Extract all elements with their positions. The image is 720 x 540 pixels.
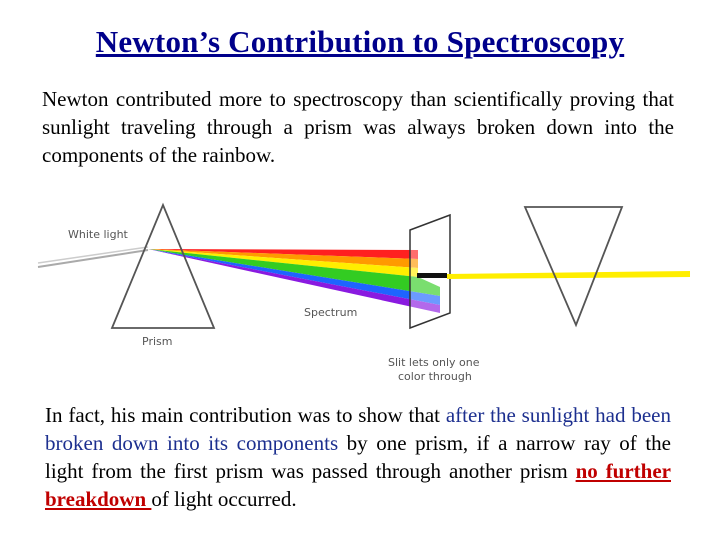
spectrum-fan — [148, 249, 440, 313]
yellow-beam — [447, 271, 690, 279]
conclusion-highlight: after the sunlight had been broken down … — [45, 403, 671, 455]
intro-paragraph: Newton contributed more to spectroscopy … — [42, 87, 674, 167]
conclusion-text-2: by one prism, if a narrow ray of the lig… — [45, 431, 671, 483]
white-light-label: White light — [68, 228, 129, 241]
prism-diagram: White light Prism Spectrum Slit lets onl… — [37, 202, 690, 383]
slit-label-line1: Slit lets only one — [388, 356, 480, 369]
conclusion-text-3: of light occurred. — [151, 487, 297, 511]
spectrum-label: Spectrum — [304, 306, 357, 319]
slit-screen — [409, 213, 451, 330]
second-prism — [523, 206, 624, 328]
page-title: Newton’s Contribution to Spectroscopy — [95, 24, 625, 59]
prism-label: Prism — [142, 335, 172, 348]
first-prism — [110, 202, 216, 329]
conclusion-text-1: In fact, his main contribution was to sh… — [45, 403, 446, 427]
conclusion-emphasis: no further breakdown — [45, 459, 671, 511]
slit-label-line2: color through — [398, 370, 472, 383]
conclusion-paragraph: In fact, his main contribution was to sh… — [45, 401, 671, 513]
white-light-beam — [37, 246, 149, 268]
